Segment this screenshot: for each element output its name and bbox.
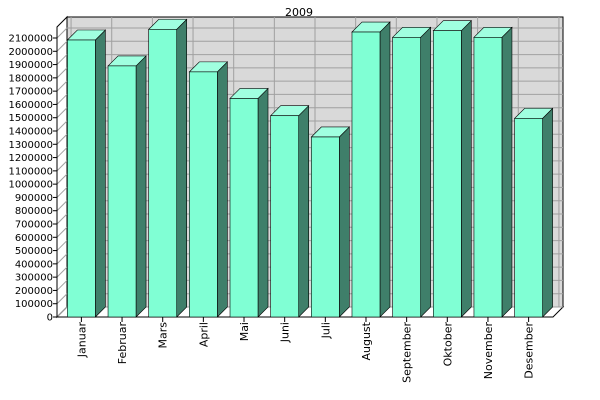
bars xyxy=(66,18,554,318)
y-tick-label: 500000 xyxy=(15,246,53,257)
y-tick-label: 300000 xyxy=(15,273,53,284)
bar xyxy=(351,21,391,318)
axes xyxy=(53,27,553,322)
y-tick-label: 1600000 xyxy=(8,100,53,111)
bar xyxy=(432,19,473,318)
bar xyxy=(513,107,554,318)
grid-line-diagonal xyxy=(56,173,68,185)
y-tick-label: 1900000 xyxy=(8,60,53,71)
grid-line-diagonal xyxy=(56,80,68,92)
bar-side xyxy=(379,21,391,318)
y-tick-label: 1000000 xyxy=(8,180,53,191)
y-tick-label: 800000 xyxy=(15,206,53,217)
y-tick-label: 100000 xyxy=(15,299,53,310)
x-tick-label: Januar xyxy=(75,322,88,359)
bar-side xyxy=(339,126,350,318)
y-tick-label: 200000 xyxy=(15,286,53,297)
grid-line-diagonal xyxy=(56,133,68,145)
grid-line-diagonal xyxy=(56,67,68,79)
bar-front xyxy=(311,136,340,318)
bar xyxy=(269,104,310,318)
bar xyxy=(147,18,188,318)
y-tick-label: 1100000 xyxy=(8,166,53,177)
grid-line-diagonal xyxy=(56,40,68,52)
bar-front xyxy=(229,98,259,318)
bar-side xyxy=(420,26,431,318)
grid-line-diagonal xyxy=(56,54,68,65)
bar-side xyxy=(257,87,269,318)
bar-side xyxy=(542,107,553,318)
y-tick-label: 2000000 xyxy=(8,47,53,58)
bar-front xyxy=(107,65,137,318)
bar-front xyxy=(148,29,178,318)
bar-front xyxy=(514,118,543,318)
bar-side xyxy=(501,26,513,318)
bar xyxy=(66,29,107,318)
y-tick-label: 1300000 xyxy=(8,140,53,151)
grid-line-diagonal xyxy=(56,107,68,119)
bar-front xyxy=(189,71,218,318)
y-tick-label: 700000 xyxy=(15,220,53,231)
grid-line-diagonal xyxy=(56,253,68,265)
y-tick-label: 400000 xyxy=(15,259,53,270)
bar xyxy=(310,126,351,318)
grid-line-diagonal xyxy=(56,27,68,39)
x-tick-label: Mai xyxy=(238,322,251,341)
y-tick-label: 1200000 xyxy=(8,153,53,164)
x-tick-label: Juni xyxy=(279,322,292,343)
chart-title: 2009 xyxy=(285,6,313,19)
bar-side xyxy=(176,18,188,318)
bar-side xyxy=(460,19,472,318)
x-tick-label: November xyxy=(482,322,495,380)
grid-line-diagonal xyxy=(56,240,68,251)
grid-line-diagonal xyxy=(56,147,68,158)
y-tick-label: 1400000 xyxy=(8,127,53,138)
grid-line-diagonal xyxy=(56,226,68,238)
y-tick-label: 1500000 xyxy=(8,113,53,124)
bar xyxy=(391,26,432,318)
x-tick-label: Februar xyxy=(116,322,129,365)
x-tick-label: August xyxy=(360,321,373,360)
x-tick-labels: Januar Februar Mars April Mai Juni Juli August S… xyxy=(75,321,535,382)
x-tick-label: Oktober xyxy=(441,322,454,367)
y-tick-label: 2100000 xyxy=(8,34,53,45)
grid-line-diagonal xyxy=(56,213,68,225)
bar-front xyxy=(67,39,96,318)
grid-line-diagonal xyxy=(56,293,68,305)
grid-line-diagonal xyxy=(56,280,68,291)
bar xyxy=(229,87,269,318)
grid-line-diagonal xyxy=(56,160,68,172)
x-tick-label: Mars xyxy=(157,322,170,349)
grid-line-diagonal xyxy=(56,94,68,105)
bar-side xyxy=(217,61,228,318)
grid-line-diagonal xyxy=(56,200,68,212)
x-tick-label: September xyxy=(401,322,414,383)
bar-front xyxy=(432,30,462,318)
bar-front xyxy=(351,31,381,318)
y-tick-label: 1800000 xyxy=(8,73,53,84)
y-tick-label: 600000 xyxy=(15,233,53,244)
bar-front xyxy=(270,115,299,318)
grid-line-diagonal xyxy=(56,306,68,318)
bar xyxy=(107,55,147,318)
x-tick-label: Desember xyxy=(523,322,536,379)
x-tick-label: Juli xyxy=(319,322,332,339)
y-tick-labels: 0 100000 200000 300000 400000 500000 600000 700… xyxy=(8,34,53,324)
bar xyxy=(473,26,513,318)
y-tick-label: 900000 xyxy=(15,193,53,204)
bar-side xyxy=(95,29,106,318)
grid-line-diagonal xyxy=(56,120,68,132)
x-tick-label: April xyxy=(197,322,210,347)
bar xyxy=(188,61,229,318)
y-tick-label: 0 xyxy=(47,313,53,324)
grid-line-diagonal xyxy=(56,266,68,278)
bar-front xyxy=(392,37,421,318)
y-tick-label: 1700000 xyxy=(8,87,53,98)
bar-side xyxy=(298,104,309,318)
grid-line-diagonal xyxy=(56,187,68,198)
bar-front xyxy=(473,37,503,318)
bar-side xyxy=(135,55,147,318)
